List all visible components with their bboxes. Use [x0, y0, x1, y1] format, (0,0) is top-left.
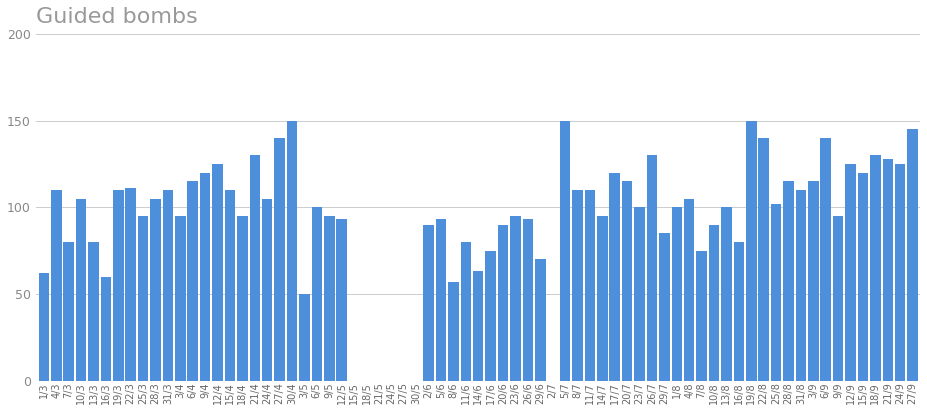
Bar: [436, 219, 446, 381]
Bar: [51, 190, 61, 381]
Bar: [212, 164, 222, 381]
Bar: [286, 121, 298, 381]
Bar: [274, 138, 285, 381]
Bar: [634, 208, 645, 381]
Bar: [150, 199, 160, 381]
Bar: [162, 190, 173, 381]
Bar: [870, 155, 881, 381]
Bar: [237, 216, 248, 381]
Bar: [461, 242, 471, 381]
Bar: [783, 181, 794, 381]
Bar: [808, 181, 819, 381]
Bar: [187, 181, 198, 381]
Bar: [572, 190, 583, 381]
Bar: [299, 294, 310, 381]
Bar: [523, 219, 533, 381]
Bar: [771, 204, 781, 381]
Bar: [101, 277, 111, 381]
Bar: [832, 216, 844, 381]
Bar: [721, 208, 731, 381]
Bar: [696, 251, 707, 381]
Bar: [671, 208, 682, 381]
Bar: [113, 190, 123, 381]
Bar: [684, 199, 694, 381]
Bar: [175, 216, 185, 381]
Bar: [324, 216, 335, 381]
Bar: [424, 225, 434, 381]
Bar: [224, 190, 235, 381]
Bar: [448, 282, 459, 381]
Bar: [609, 173, 620, 381]
Bar: [63, 242, 74, 381]
Bar: [249, 155, 260, 381]
Bar: [535, 259, 546, 381]
Bar: [659, 233, 669, 381]
Bar: [795, 190, 806, 381]
Text: Guided bombs: Guided bombs: [36, 7, 198, 27]
Bar: [895, 164, 906, 381]
Bar: [733, 242, 744, 381]
Bar: [486, 251, 496, 381]
Bar: [200, 173, 210, 381]
Bar: [337, 219, 347, 381]
Bar: [473, 272, 484, 381]
Bar: [76, 199, 86, 381]
Bar: [560, 121, 570, 381]
Bar: [883, 159, 893, 381]
Bar: [647, 155, 657, 381]
Bar: [908, 129, 918, 381]
Bar: [758, 138, 769, 381]
Bar: [709, 225, 719, 381]
Bar: [88, 242, 99, 381]
Bar: [498, 225, 508, 381]
Bar: [125, 188, 136, 381]
Bar: [597, 216, 607, 381]
Bar: [622, 181, 632, 381]
Bar: [845, 164, 856, 381]
Bar: [39, 273, 49, 381]
Bar: [311, 208, 323, 381]
Bar: [857, 173, 869, 381]
Bar: [262, 199, 273, 381]
Bar: [820, 138, 831, 381]
Bar: [510, 216, 521, 381]
Bar: [746, 121, 756, 381]
Bar: [585, 190, 595, 381]
Bar: [138, 216, 148, 381]
